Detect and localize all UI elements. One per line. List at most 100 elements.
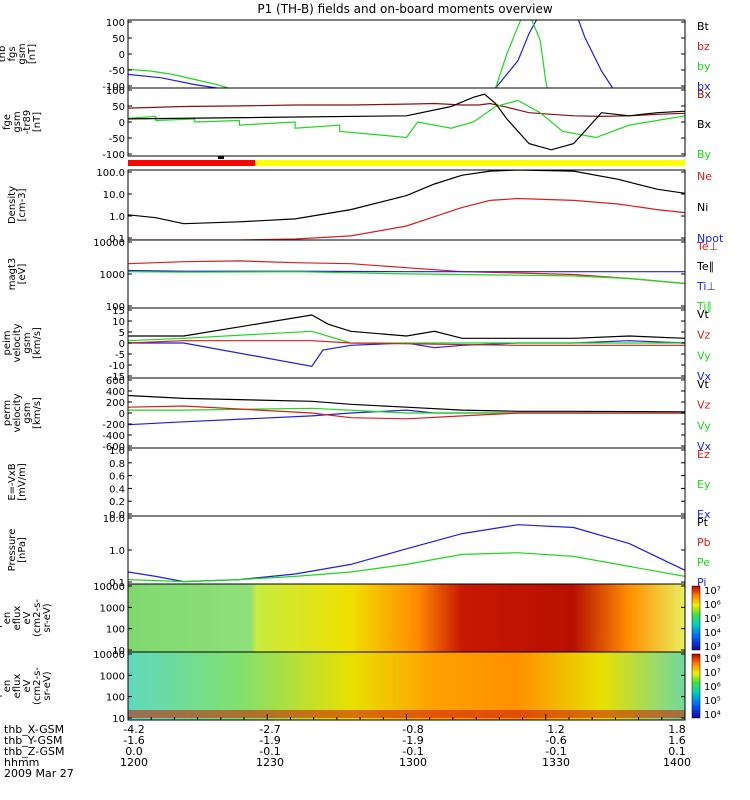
ephemeris-value: 1.8 xyxy=(668,723,686,736)
legend-entry: Bx xyxy=(697,118,712,131)
series-line-darkred xyxy=(128,102,685,118)
ytick-label: 10.0 xyxy=(103,190,125,201)
ytick-label: 0.6 xyxy=(109,472,125,483)
legend-entry: bz xyxy=(697,40,710,53)
ylabel-peir: thbpeirenefluxeV(cm2-s-sr-eV) xyxy=(0,599,53,637)
ytick-label: 0 xyxy=(119,339,125,350)
series-line-Vt xyxy=(128,314,685,339)
legend-entry: Bx xyxy=(697,88,712,101)
colorbar-tick: 10⁵ xyxy=(704,614,721,625)
spectrogram-peer xyxy=(128,652,685,720)
legend-fgs: Bt bz by bx xyxy=(697,20,711,93)
ephemeris-value: 0.1 xyxy=(668,745,686,758)
colorbar-peer: 10⁸ 10⁷ 10⁶ 10⁵ 10⁴ xyxy=(691,653,721,721)
series-line-Pe xyxy=(128,552,685,583)
ytick-label: 100 xyxy=(106,18,125,29)
ylabel-velocity2: thbpermvelocitygsm[km/s] xyxy=(0,393,43,432)
ytick-label: -200 xyxy=(102,420,125,431)
series-line-Ti xyxy=(128,269,685,273)
ytick-label: 100 xyxy=(106,86,125,97)
ytick-label: -10 xyxy=(109,361,125,372)
ytick-label: 1.0 xyxy=(109,446,125,457)
ytick-label: -600 xyxy=(102,442,125,453)
mode-bar xyxy=(128,156,685,166)
ytick-label: 1000 xyxy=(100,270,125,281)
series-line-Te xyxy=(128,260,685,285)
legend-entry: Vy xyxy=(697,419,711,432)
ephemeris-value: -4.2 xyxy=(123,723,144,736)
panel-frame xyxy=(127,169,686,241)
ephemeris-value: -2.7 xyxy=(259,723,280,736)
ytick-label: 10 xyxy=(112,317,125,328)
ephemeris-value: 1.2 xyxy=(547,723,565,736)
panel-density: Ne Ni Npot 100.0 10.0 1.0 0.1 Density[cm-3] xyxy=(7,168,724,245)
series-line-Vz xyxy=(128,405,685,420)
legend-entry: by xyxy=(697,60,711,73)
ylabel-pressure: Pressure[nPa] xyxy=(7,529,28,572)
ytick-label: -5 xyxy=(115,350,125,361)
ytick-label: 50 xyxy=(112,34,125,45)
ytick-label: -50 xyxy=(109,134,125,145)
legend-entry: Pe xyxy=(697,556,710,569)
ytick-label: 0 xyxy=(119,409,125,420)
panel-pressure: Pt Pb Pe Pi 10.0 1.0 0.1 Pressure[nPa] xyxy=(7,514,711,589)
colorbar-tick: 10⁶ xyxy=(704,682,721,693)
ylabel-density: Density[cm-3] xyxy=(7,186,28,224)
legend-entry: Ne xyxy=(697,170,712,183)
ytick-label: 0.0 xyxy=(109,510,125,521)
series-line-bx xyxy=(128,20,614,88)
yticks-temperature: 10000 1000 100 xyxy=(93,238,685,313)
ephemeris-value: 1330 xyxy=(542,756,570,769)
ytick-label: 100 xyxy=(106,625,125,636)
legend-entry: Pi xyxy=(697,576,706,589)
yticks-pressure: 10.0 1.0 0.1 xyxy=(103,514,685,589)
ytick-label: 0.4 xyxy=(109,484,125,495)
legend-entry: Ez xyxy=(697,448,710,461)
legend-density: Ne Ni Npot xyxy=(697,170,724,245)
ephemeris-value: -1.6 xyxy=(123,734,144,747)
legend-entry: Vx xyxy=(697,440,712,453)
legend-pressure: Pt Pb Pe Pi xyxy=(697,516,711,589)
colorbar-tick: 10⁴ xyxy=(704,628,721,639)
ytick-label: -100 xyxy=(102,150,125,161)
ytick-label: -15 xyxy=(109,372,125,383)
ytick-label: 100 xyxy=(106,302,125,313)
ytick-label: 10000 xyxy=(93,582,125,593)
ylabel-velocity: thbpeimvelocitygsm[km/s] xyxy=(0,323,43,362)
ephemeris-value: -1.9 xyxy=(259,734,280,747)
ylabel-temperature: magt3[eV] xyxy=(7,258,28,291)
colorbar-tick: 10⁷ xyxy=(704,586,721,597)
ylabel-peer: thbpeerenefluxeV(cm2-s-sr-eV) xyxy=(0,667,53,705)
ephemeris-value: -0.6 xyxy=(545,734,566,747)
ytick-label: 100 xyxy=(106,693,125,704)
series-line-black xyxy=(128,93,685,151)
mode-bar-red xyxy=(128,160,255,166)
spectrogram-peir xyxy=(128,584,685,652)
ytick-label: 0.1 xyxy=(109,578,125,589)
panel-efield: Ez Ey Ex 1.0 0.8 0.60.4 0.2 0.0 E=-VxB[mV/m] xyxy=(7,446,711,521)
series-line-by xyxy=(128,20,548,88)
series-line-green xyxy=(128,99,685,139)
panel-peer: 10⁸ 10⁷ 10⁶ 10⁵ 10⁴ 10000 1000 100 10 thbpeerenef… xyxy=(0,650,721,725)
ytick-label: 1000 xyxy=(100,671,125,682)
ytick-label: 400 xyxy=(106,387,125,398)
panel-peir: 10⁷ 10⁶ 10⁵ 10⁴ 10³ 10000 1000 100 10 thbpeirenef… xyxy=(0,582,721,657)
series-line-Tig xyxy=(128,271,685,285)
series-line-Vt xyxy=(128,394,685,413)
series-line-Vx xyxy=(128,409,685,426)
ytick-label: 10.0 xyxy=(103,514,125,525)
colorbar-tick: 10⁵ xyxy=(704,696,721,707)
colorbar-peir: 10⁷ 10⁶ 10⁵ 10⁴ 10³ xyxy=(691,585,721,653)
legend-entry: Ey xyxy=(697,478,711,491)
colorbar-tick: 10⁷ xyxy=(704,668,721,679)
ephemeris-value: 1200 xyxy=(120,756,148,769)
ytick-label: 0.8 xyxy=(109,459,125,470)
ephemeris-label: thb_Y-GSM xyxy=(4,734,63,747)
legend-entry: Vt xyxy=(697,308,710,321)
ephemeris-value: 1400 xyxy=(663,756,691,769)
ephemeris-value: 1.6 xyxy=(668,734,686,747)
ytick-label: 50 xyxy=(112,102,125,113)
legend-entry: Vz xyxy=(697,329,711,342)
ephemeris-value: -0.8 xyxy=(402,723,423,736)
